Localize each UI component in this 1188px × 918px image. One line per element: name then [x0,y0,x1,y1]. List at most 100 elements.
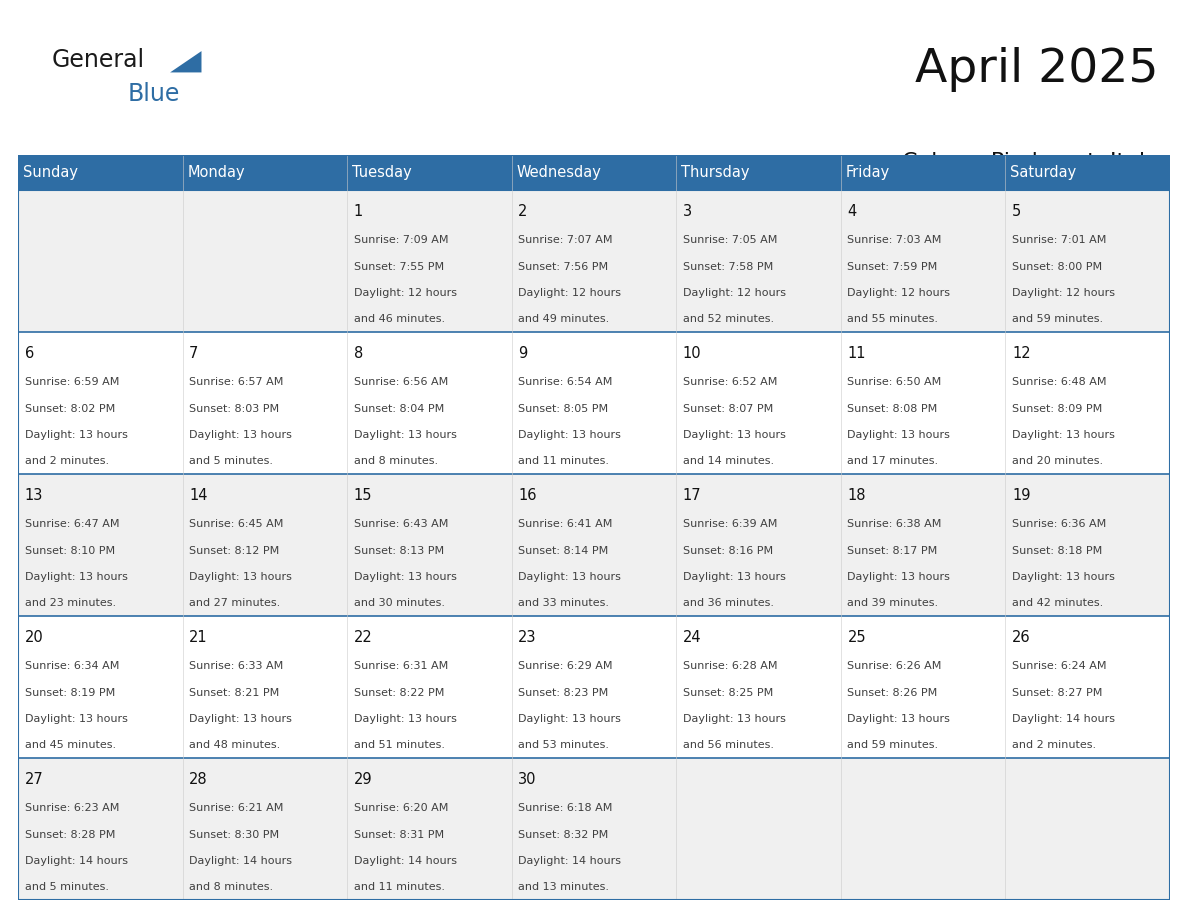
Bar [18,616,183,758]
Text: Sunrise: 6:28 AM: Sunrise: 6:28 AM [683,662,777,671]
Text: Sunrise: 6:48 AM: Sunrise: 6:48 AM [1012,377,1106,387]
Text: Daylight: 13 hours: Daylight: 13 hours [683,714,785,724]
Text: Sunrise: 6:33 AM: Sunrise: 6:33 AM [189,662,284,671]
Text: 11: 11 [847,346,866,361]
Text: Tuesday: Tuesday [352,165,412,180]
Text: Daylight: 12 hours: Daylight: 12 hours [518,288,621,298]
Bar [18,758,183,900]
Text: 8: 8 [354,346,364,361]
Text: Sunset: 8:21 PM: Sunset: 8:21 PM [189,688,279,698]
Bar [512,332,676,474]
Text: and 5 minutes.: and 5 minutes. [25,882,108,892]
Text: Sunrise: 6:52 AM: Sunrise: 6:52 AM [683,377,777,387]
Text: 29: 29 [354,772,372,788]
Text: Sunset: 8:31 PM: Sunset: 8:31 PM [354,830,444,840]
Text: and 55 minutes.: and 55 minutes. [847,314,939,324]
Text: Daylight: 13 hours: Daylight: 13 hours [25,430,127,440]
Bar [1005,474,1170,616]
Text: 9: 9 [518,346,527,361]
Text: 5: 5 [1012,204,1022,219]
Text: Daylight: 12 hours: Daylight: 12 hours [847,288,950,298]
Bar [512,474,676,616]
Text: Sunset: 8:09 PM: Sunset: 8:09 PM [1012,404,1102,414]
Text: and 23 minutes.: and 23 minutes. [25,599,115,609]
Text: 22: 22 [354,630,373,645]
Text: 28: 28 [189,772,208,788]
Text: Sunset: 8:23 PM: Sunset: 8:23 PM [518,688,608,698]
Text: Sunrise: 6:29 AM: Sunrise: 6:29 AM [518,662,613,671]
Text: and 33 minutes.: and 33 minutes. [518,599,609,609]
Text: 25: 25 [847,630,866,645]
Bar [1005,332,1170,474]
Text: Daylight: 13 hours: Daylight: 13 hours [683,430,785,440]
Text: Sunset: 8:17 PM: Sunset: 8:17 PM [847,545,937,555]
Bar [841,474,1005,616]
Text: Sunrise: 6:59 AM: Sunrise: 6:59 AM [25,377,119,387]
Text: Sunset: 8:00 PM: Sunset: 8:00 PM [1012,262,1102,272]
Text: Sunrise: 6:56 AM: Sunrise: 6:56 AM [354,377,448,387]
Text: Sunset: 8:08 PM: Sunset: 8:08 PM [847,404,937,414]
Text: and 11 minutes.: and 11 minutes. [354,882,444,892]
Text: Sunset: 8:30 PM: Sunset: 8:30 PM [189,830,279,840]
Text: Sunrise: 6:26 AM: Sunrise: 6:26 AM [847,662,942,671]
Bar [1005,616,1170,758]
Text: Sunrise: 7:07 AM: Sunrise: 7:07 AM [518,235,613,245]
Text: Sunrise: 6:20 AM: Sunrise: 6:20 AM [354,803,448,813]
Text: Sunrise: 6:41 AM: Sunrise: 6:41 AM [518,520,613,530]
Text: 6: 6 [25,346,33,361]
Text: Daylight: 13 hours: Daylight: 13 hours [847,572,950,582]
Text: Daylight: 12 hours: Daylight: 12 hours [1012,288,1116,298]
Text: Sunrise: 6:38 AM: Sunrise: 6:38 AM [847,520,942,530]
Text: Sunset: 8:27 PM: Sunset: 8:27 PM [1012,688,1102,698]
Text: Sunset: 8:22 PM: Sunset: 8:22 PM [354,688,444,698]
Text: Daylight: 14 hours: Daylight: 14 hours [354,856,456,866]
Text: Sunrise: 6:24 AM: Sunrise: 6:24 AM [1012,662,1106,671]
Text: Daylight: 13 hours: Daylight: 13 hours [518,572,621,582]
Text: Sunset: 8:13 PM: Sunset: 8:13 PM [354,545,444,555]
Text: Sunset: 8:25 PM: Sunset: 8:25 PM [683,688,773,698]
Text: Sunset: 8:14 PM: Sunset: 8:14 PM [518,545,608,555]
Bar [512,190,676,332]
Text: Sunset: 8:26 PM: Sunset: 8:26 PM [847,688,937,698]
Text: Monday: Monday [188,165,245,180]
Text: and 36 minutes.: and 36 minutes. [683,599,773,609]
Text: Sunrise: 6:36 AM: Sunrise: 6:36 AM [1012,520,1106,530]
Text: and 49 minutes.: and 49 minutes. [518,314,609,324]
Text: Daylight: 13 hours: Daylight: 13 hours [1012,572,1114,582]
Text: 10: 10 [683,346,701,361]
Text: 13: 13 [25,488,43,503]
Text: Sunset: 7:56 PM: Sunset: 7:56 PM [518,262,608,272]
Bar [512,155,676,190]
Text: Sunrise: 6:54 AM: Sunrise: 6:54 AM [518,377,613,387]
Text: 12: 12 [1012,346,1031,361]
Text: 24: 24 [683,630,701,645]
Text: Sunset: 8:05 PM: Sunset: 8:05 PM [518,404,608,414]
Text: 16: 16 [518,488,537,503]
Text: Sunset: 8:28 PM: Sunset: 8:28 PM [25,830,115,840]
Text: 26: 26 [1012,630,1031,645]
Text: 1: 1 [354,204,364,219]
Text: Sunrise: 6:39 AM: Sunrise: 6:39 AM [683,520,777,530]
Text: Thursday: Thursday [681,165,750,180]
Text: Sunset: 8:04 PM: Sunset: 8:04 PM [354,404,444,414]
Bar [347,616,512,758]
Text: Daylight: 13 hours: Daylight: 13 hours [847,430,950,440]
Text: and 2 minutes.: and 2 minutes. [1012,740,1097,750]
Bar [676,616,841,758]
Text: Daylight: 13 hours: Daylight: 13 hours [354,714,456,724]
Text: 7: 7 [189,346,198,361]
Text: Sunrise: 6:47 AM: Sunrise: 6:47 AM [25,520,119,530]
Bar [347,190,512,332]
Text: and 52 minutes.: and 52 minutes. [683,314,775,324]
Text: and 48 minutes.: and 48 minutes. [189,740,280,750]
Bar [676,332,841,474]
Text: 15: 15 [354,488,372,503]
Text: Sunset: 7:59 PM: Sunset: 7:59 PM [847,262,937,272]
Text: Daylight: 13 hours: Daylight: 13 hours [354,430,456,440]
Text: Saturday: Saturday [1010,165,1076,180]
Text: and 14 minutes.: and 14 minutes. [683,456,775,466]
Text: Sunday: Sunday [23,165,78,180]
Text: Sunset: 8:16 PM: Sunset: 8:16 PM [683,545,773,555]
Bar [183,474,347,616]
Bar [512,616,676,758]
